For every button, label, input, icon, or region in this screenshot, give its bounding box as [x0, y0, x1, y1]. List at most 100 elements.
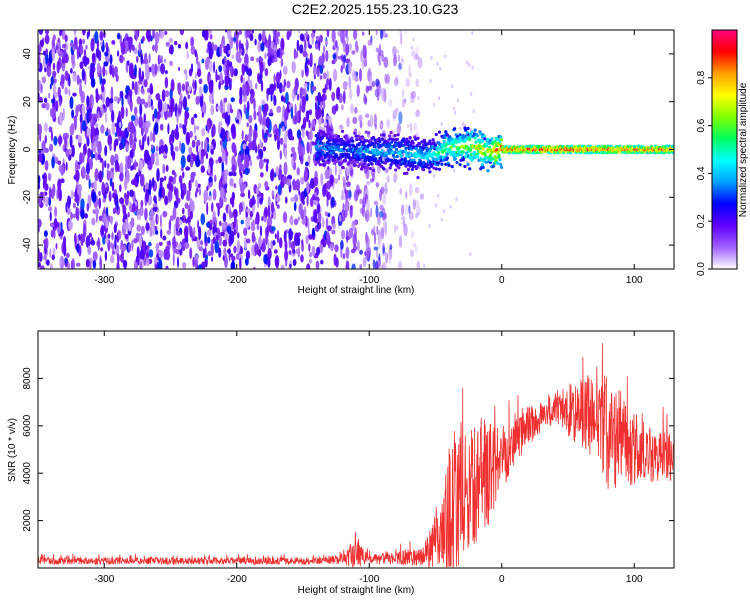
- spectrogram-cell: [293, 218, 299, 226]
- spectrogram-cell: [276, 195, 281, 203]
- spectrogram-cell: [166, 241, 171, 246]
- spectrogram-cell: [86, 137, 90, 147]
- spectrogram-cell: [156, 214, 160, 222]
- spectrogram-cell: [44, 66, 47, 73]
- spectrogram-cell: [380, 122, 383, 128]
- signal-track-cell: [477, 143, 481, 147]
- spectrogram-cell: [56, 188, 59, 200]
- spectrogram-cell: [46, 66, 52, 78]
- spectrogram-cell: [415, 78, 420, 88]
- spectrogram-cell: [114, 132, 117, 138]
- spectrogram-cell: [385, 252, 389, 264]
- spectrogram-cell: [90, 77, 96, 88]
- signal-track-cell: [341, 166, 345, 170]
- spectrogram-cell: [189, 130, 193, 138]
- spectrogram-cell: [335, 257, 339, 268]
- spectrogram-cell: [309, 130, 313, 141]
- spectrogram-cell: [80, 208, 85, 220]
- spectrogram-cell: [363, 93, 366, 105]
- spectrogram-cell: [43, 191, 46, 204]
- spectrogram-cell: [206, 202, 209, 215]
- spectrogram-cell: [86, 203, 90, 212]
- spectrogram-cell: [81, 103, 86, 117]
- spectrogram-cell: [110, 215, 113, 225]
- spectrogram-cell: [263, 158, 267, 163]
- spectrogram-cell: [402, 88, 405, 98]
- snr-x-tick-label: -100: [359, 574, 379, 585]
- spectrogram-cell: [190, 116, 195, 126]
- spectrogram-cell: [100, 224, 105, 236]
- spectrogram-cell: [230, 108, 234, 114]
- spectrogram-cell: [304, 61, 308, 73]
- spectrogram-cell: [341, 189, 344, 200]
- spectrogram-cell: [75, 262, 81, 267]
- spectrogram-cell: [115, 244, 120, 256]
- spectrogram-cell: [45, 48, 48, 55]
- signal-track-cell: [344, 159, 348, 163]
- spectrogram-cell: [85, 235, 91, 249]
- signal-track-cell: [430, 162, 434, 166]
- signal-track-cell: [473, 136, 477, 140]
- spectrogram-cell: [201, 149, 204, 160]
- signal-track-cell: [328, 142, 332, 146]
- spectrogram-cell: [147, 136, 150, 146]
- signal-track-cell: [351, 156, 355, 160]
- spectrogram-cell: [186, 216, 191, 224]
- spectrogram-cell: [79, 61, 84, 70]
- spectrogram-cell: [141, 35, 145, 42]
- spectrogram-cell: [254, 38, 257, 46]
- signal-track-cell: [351, 139, 355, 143]
- signal-track-cell: [413, 161, 417, 165]
- spectrogram-cell: [303, 87, 307, 97]
- signal-track-cell: [380, 160, 384, 164]
- signal-track-cell: [490, 137, 494, 141]
- spectrogram-cell: [311, 126, 316, 132]
- spectrogram-cell: [101, 159, 105, 172]
- spectrogram-cell: [41, 147, 45, 155]
- signal-track-cell: [387, 134, 391, 138]
- spectrogram-cell: [174, 130, 180, 141]
- spectrogram-cell: [140, 98, 146, 105]
- spectrogram-cell: [164, 90, 170, 98]
- spectrogram-cell: [237, 232, 240, 239]
- signal-track-cell: [379, 144, 383, 148]
- spectrogram-cell: [422, 263, 426, 268]
- signal-track-cell: [399, 154, 403, 159]
- signal-track-cell: [316, 136, 320, 140]
- spectrogram-cell: [408, 72, 413, 78]
- spectrogram-cell: [195, 125, 200, 130]
- spectrogram-cell: [87, 147, 92, 159]
- signal-track-cell: [373, 145, 377, 149]
- spectrogram-cell: [362, 257, 367, 267]
- spectrogram-cell: [231, 142, 236, 154]
- spectrogram-cell: [365, 235, 370, 249]
- spectrogram-cell: [220, 231, 225, 237]
- spectrogram-cell: [436, 61, 439, 66]
- spectrogram-cell: [98, 140, 101, 155]
- spectrogram-cell: [376, 225, 379, 236]
- spectrogram-cell: [73, 117, 77, 131]
- signal-track-cell: [406, 140, 411, 144]
- spectrogram-cell: [114, 237, 117, 250]
- snr-y-tick-label: 8000: [22, 367, 33, 390]
- spectrogram-x-label: Height of straight line (km): [298, 285, 415, 296]
- spectrogram-cell: [338, 214, 342, 222]
- spectrogram-cell: [129, 120, 134, 135]
- signal-track-cell: [437, 161, 441, 165]
- spectrogram-cell: [352, 116, 358, 125]
- spectrogram-cell: [71, 144, 75, 158]
- spectrogram-cell: [375, 78, 380, 87]
- spectrogram-cell: [290, 241, 296, 251]
- spectrogram-cell: [188, 179, 192, 192]
- spectrogram-cell: [94, 168, 99, 182]
- spectrogram-cell: [248, 124, 253, 138]
- spectrogram-cell: [52, 62, 56, 71]
- spectrogram-cell: [249, 94, 254, 104]
- spectrogram-cell: [192, 79, 195, 90]
- spectrogram-cell: [168, 219, 172, 231]
- spectrogram-cell: [288, 228, 293, 240]
- spectrogram-cell: [134, 64, 137, 77]
- spectrogram-cell: [175, 231, 181, 236]
- spectrogram-cell: [67, 262, 71, 269]
- spectrogram-cell: [163, 58, 167, 63]
